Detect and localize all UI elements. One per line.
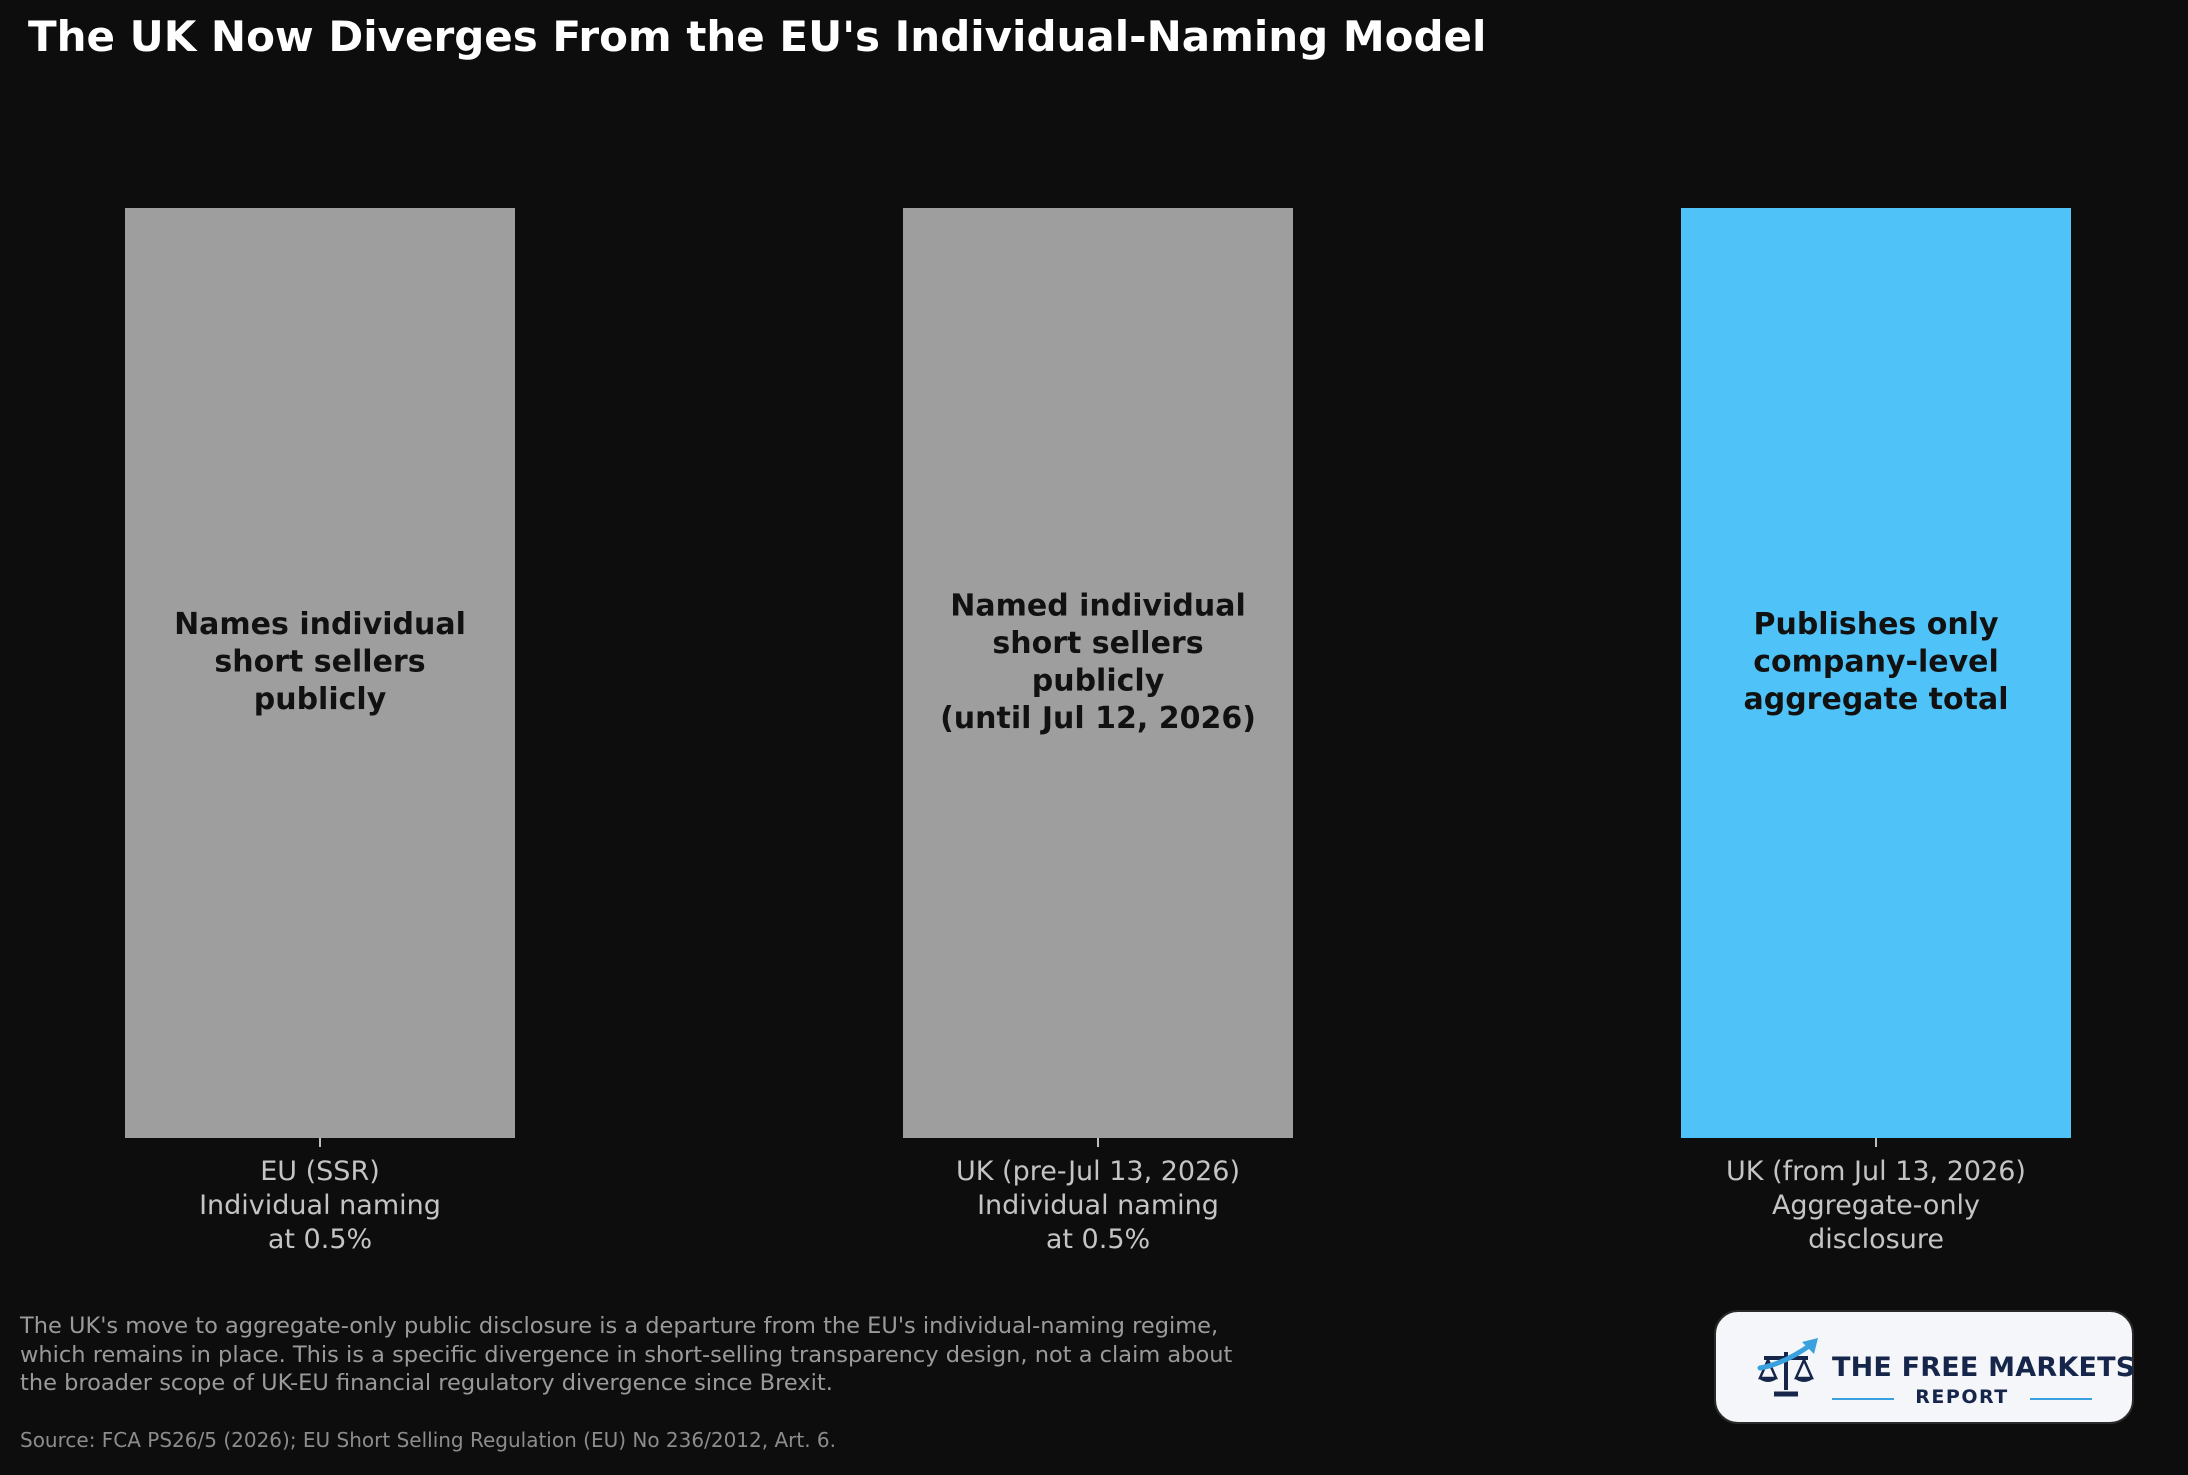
brand-logo: THE FREE MARKETS REPORT (1714, 1310, 2136, 1424)
x-tick-label-1: EU (SSR) Individual naming at 0.5% (199, 1156, 441, 1255)
bar-2 (903, 208, 1293, 1138)
scales-arrow-icon (1757, 1338, 1818, 1397)
bar-chart: Names individual short sellers publicly EU … (125, 208, 2071, 1255)
x-tick-label-3: UK (from Jul 13, 2026) Aggregate-only disc… (1726, 1156, 2026, 1255)
bar-label-2: Named individual short sellers publicly (un… (940, 588, 1256, 736)
source-note: Source: FCA PS26/5 (2026); EU Short Sell… (20, 1428, 836, 1452)
logo-text-sub: REPORT (1832, 1386, 2092, 1408)
bar-label-3: Publishes only company-level aggregate tot… (1743, 607, 2008, 717)
bar-3 (1681, 208, 2071, 1138)
x-tick-label-2: UK (pre-Jul 13, 2026) Individual naming at… (956, 1156, 1240, 1255)
logo-text-main: THE FREE MARKETS (1832, 1352, 2136, 1383)
bar-1 (125, 208, 515, 1138)
chart-title: The UK Now Diverges From the EU's Indivi… (28, 12, 1487, 61)
bar-label-1: Names individual short sellers publicly (174, 607, 466, 717)
footnote: The UK's move to aggregate-only public d… (20, 1313, 1233, 1396)
